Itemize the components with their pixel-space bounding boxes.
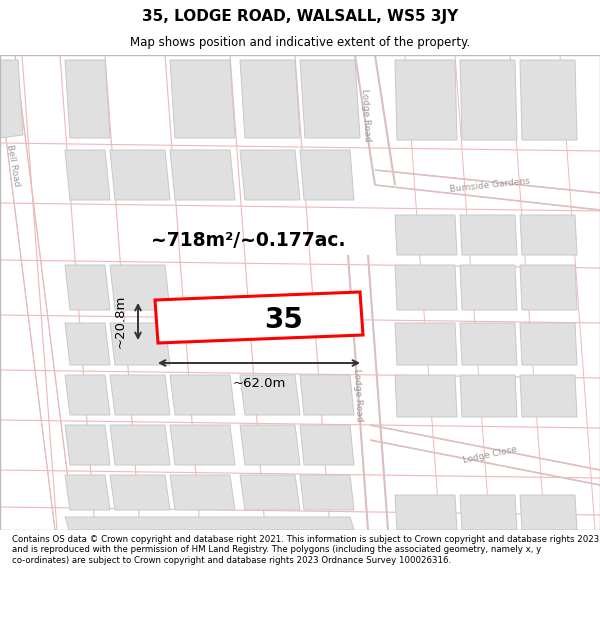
Polygon shape [65,425,110,465]
Polygon shape [240,425,300,465]
Polygon shape [395,60,457,140]
Polygon shape [65,265,110,310]
Polygon shape [395,375,457,417]
Polygon shape [460,265,517,310]
Text: Lodge Road: Lodge Road [360,88,372,142]
Polygon shape [300,475,354,510]
Polygon shape [395,215,457,255]
Polygon shape [240,375,300,415]
Polygon shape [170,375,235,415]
Polygon shape [65,475,110,510]
Polygon shape [395,265,457,310]
Text: Burnside Gardens: Burnside Gardens [449,176,530,194]
Text: Bell Road: Bell Road [5,143,21,187]
Polygon shape [65,517,354,530]
Polygon shape [460,323,517,365]
Polygon shape [110,265,170,310]
Polygon shape [520,495,577,530]
Text: ~62.0m: ~62.0m [232,377,286,390]
Polygon shape [460,375,517,417]
Text: Contains OS data © Crown copyright and database right 2021. This information is : Contains OS data © Crown copyright and d… [12,535,599,564]
Polygon shape [395,323,457,365]
Polygon shape [520,60,577,140]
Text: Lodge Road: Lodge Road [352,368,364,422]
Polygon shape [240,150,300,200]
Text: 35: 35 [265,306,304,334]
Polygon shape [170,425,235,465]
Polygon shape [240,60,300,138]
Polygon shape [520,375,577,417]
Polygon shape [110,150,170,200]
Polygon shape [170,60,235,138]
Polygon shape [110,375,170,415]
Text: ~718m²/~0.177ac.: ~718m²/~0.177ac. [151,231,345,249]
Polygon shape [300,375,354,415]
Polygon shape [300,60,360,138]
Polygon shape [520,323,577,365]
Polygon shape [170,150,235,200]
Polygon shape [110,425,170,465]
Text: 35, LODGE ROAD, WALSALL, WS5 3JY: 35, LODGE ROAD, WALSALL, WS5 3JY [142,9,458,24]
Text: ~20.8m: ~20.8m [113,295,127,348]
Polygon shape [110,323,170,365]
Text: Lodge Close: Lodge Close [462,445,518,465]
Polygon shape [520,215,577,255]
Polygon shape [110,475,170,510]
Polygon shape [240,475,300,510]
Polygon shape [300,425,354,465]
Polygon shape [155,292,363,343]
Polygon shape [460,60,517,140]
Polygon shape [65,375,110,415]
Polygon shape [65,150,110,200]
Polygon shape [65,60,110,138]
Polygon shape [0,60,23,138]
Polygon shape [520,265,577,310]
Polygon shape [300,150,354,200]
Text: Map shows position and indicative extent of the property.: Map shows position and indicative extent… [130,36,470,49]
Polygon shape [395,495,457,530]
Polygon shape [65,323,110,365]
Polygon shape [460,495,517,530]
Polygon shape [170,475,235,510]
Polygon shape [460,215,517,255]
